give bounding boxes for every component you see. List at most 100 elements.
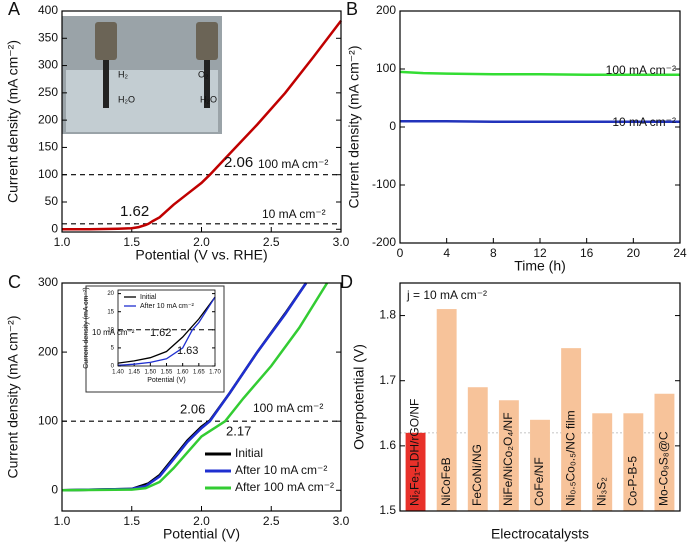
panel-letter: B [346,0,358,19]
beaker-water [66,70,218,132]
y-axis-title: Overpotential (V) [351,344,367,450]
y-tick-label: 1.7 [379,373,396,387]
annotation: 2.06 [224,154,253,171]
x-tick-label: 8 [490,246,497,260]
line [61,282,308,492]
plot-frame [399,282,681,512]
y-tick-label: 250 [38,85,58,99]
category-label: FeCoNi/NG [470,444,484,506]
x-tick-label: 2.0 [193,235,210,249]
x-tick-label: 24 [673,246,687,260]
y-axis-title: Current density (mA cm⁻²) [5,316,21,479]
y-tick-label: -200 [372,235,396,249]
electrode [204,60,210,108]
plot-frame [61,282,342,512]
bar [530,419,550,511]
category-label: Ni₀.₅Co₀.₅/NC film [563,410,577,506]
x-tick-label: 1.50 [144,370,156,376]
bar [623,413,644,511]
y-tick-label: 0 [51,482,58,496]
category-label: CoFe/NF [532,457,546,506]
category-label: NiCoFeB [439,457,453,506]
category-label: NiFe/NiCo₂O₄/NF [501,412,515,506]
y-tick-label: 100 [38,167,58,181]
panel-letter: D [340,272,353,292]
x-tick-label: 1.45 [128,370,140,376]
electrode-holder [196,22,218,60]
x-axis-title: Time (h) [514,258,566,274]
legend-label: Initial [140,294,157,301]
line [399,70,680,77]
bar [592,413,613,511]
line [400,119,680,124]
electrode-holder [95,22,117,60]
y-tick-label: 1.8 [379,308,396,322]
x-tick-label: 1.70 [209,370,221,376]
category-label: Ni₃S₂ [594,477,608,506]
bar [654,393,675,511]
bar [498,400,519,511]
panel-letter: C [8,272,21,292]
y-tick-label: 100 [38,413,58,427]
y-tick-label: 150 [38,140,58,154]
line [62,20,342,231]
photo-label: O₂ [198,69,209,79]
bar [436,309,457,511]
electrode [103,60,109,108]
plot-frame [117,289,216,367]
line [117,296,216,364]
y-tick-label: 400 [38,3,58,17]
x-tick-label: 20 [627,246,641,260]
y-tick-label: 200 [38,344,58,358]
y-tick-label: 1.5 [379,503,396,517]
annotation: j = 10 mA cm⁻² [406,288,487,302]
legend-label: After 10 mA cm⁻² [235,463,327,477]
y-axis-title: Current density (mA cm⁻²) [5,40,21,203]
y-tick-label: 10 [107,327,114,333]
y-tick-label: 300 [38,58,58,72]
annotation: 10 mA cm⁻² [92,328,135,337]
category-label: Ni₂Fe₁-LDH/rGO/NF [408,399,422,506]
x-tick-label: 2.5 [263,514,280,528]
plot-frame [399,10,681,244]
x-tick-label: 1.65 [193,370,205,376]
plot-frame [61,10,342,233]
annotation: 10 mA cm⁻² [262,207,326,221]
photo-label: H₂O [200,94,217,104]
y-tick-label: -100 [372,177,396,191]
annotation: 1.63 [177,345,198,357]
legend-label: After 100 mA cm⁻² [235,480,334,494]
y-tick-label: 100 [376,61,396,75]
x-tick-label: 1.0 [54,235,71,249]
x-tick-label: 1.60 [177,370,189,376]
x-tick-label: 3.0 [333,514,350,528]
y-tick-label: 50 [45,194,59,208]
x-tick-label: 12 [533,246,547,260]
x-tick-label: 1.0 [54,514,71,528]
annotation: 10 mA cm⁻² [612,115,676,129]
y-tick-label: 5 [111,345,115,351]
y-tick-label: 300 [38,275,58,289]
panel-letter: A [8,0,20,19]
x-tick-label: 1.5 [123,235,140,249]
x-tick-label: 3.0 [333,235,350,249]
inset-box [85,285,225,393]
bar [405,432,426,511]
y-tick-label: 20 [107,291,114,297]
legend-label: After 10 mA cm⁻² [140,303,195,310]
bar [561,348,582,511]
x-tick-label: 1.55 [161,370,173,376]
y-tick-label: 15 [107,309,114,315]
category-label: Co-P-B-5 [626,456,640,506]
y-tick-label: 1.6 [379,438,396,452]
x-tick-label: 2.0 [193,514,210,528]
annotation: 2.06 [180,401,205,416]
annotation: 100 mA cm⁻² [606,63,676,77]
x-axis-title: Potential (V) [163,526,240,542]
line [61,282,329,492]
photo-label: H₂O [118,94,135,104]
y-tick-label: 0 [111,364,115,370]
x-axis-title: Potential (V) [147,377,186,384]
